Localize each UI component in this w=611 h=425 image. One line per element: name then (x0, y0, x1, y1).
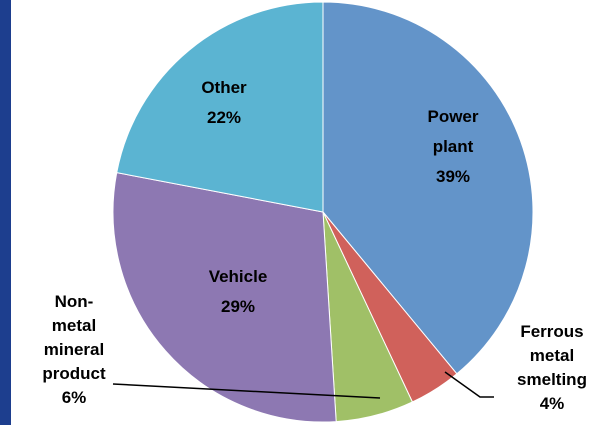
category-label: Power plant (427, 107, 479, 156)
value-label: 29% (220, 297, 256, 316)
value-label: 22% (206, 108, 242, 127)
slice-label: Power plant 39% (413, 102, 493, 192)
slice-label: Vehicle 29% (188, 262, 288, 322)
value-label: 6% (61, 388, 87, 407)
pie-slice (112, 172, 337, 423)
category-label: Ferrous metal smelting (517, 322, 587, 389)
category-label: Non-metal mineral product (42, 292, 106, 383)
pie-slice (116, 1, 324, 213)
side-strip (0, 0, 11, 425)
pie-slice (322, 1, 534, 375)
leader-line (444, 371, 494, 398)
leader-line (112, 383, 381, 399)
value-label: 4% (539, 394, 565, 413)
category-label: Vehicle (208, 267, 268, 286)
value-label: 39% (435, 167, 471, 186)
category-label: Other (201, 78, 247, 97)
slice-label: Non-metal mineral product 6% (39, 290, 109, 410)
slice-label: Ferrous metal smelting 4% (497, 320, 607, 416)
slice-label: Other 22% (184, 73, 264, 133)
